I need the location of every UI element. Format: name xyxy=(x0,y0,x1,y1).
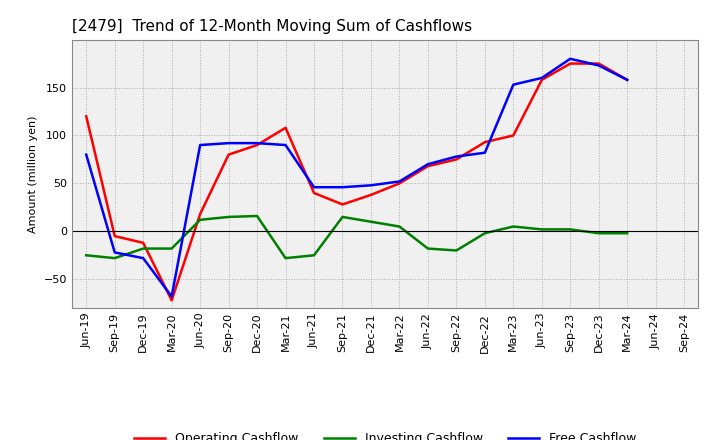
Free Cashflow xyxy=(623,77,631,82)
Free Cashflow xyxy=(253,140,261,146)
Investing Cashflow xyxy=(595,231,603,236)
Investing Cashflow xyxy=(82,253,91,258)
Operating Cashflow xyxy=(595,61,603,66)
Operating Cashflow xyxy=(423,164,432,169)
Legend: Operating Cashflow, Investing Cashflow, Free Cashflow: Operating Cashflow, Investing Cashflow, … xyxy=(129,427,642,440)
Free Cashflow xyxy=(595,63,603,68)
Investing Cashflow xyxy=(253,213,261,219)
Free Cashflow xyxy=(139,256,148,261)
Operating Cashflow xyxy=(395,181,404,186)
Investing Cashflow xyxy=(139,246,148,251)
Free Cashflow xyxy=(423,161,432,167)
Free Cashflow xyxy=(395,179,404,184)
Free Cashflow xyxy=(537,75,546,81)
Operating Cashflow xyxy=(82,114,91,119)
Operating Cashflow xyxy=(566,61,575,66)
Free Cashflow xyxy=(196,143,204,148)
Free Cashflow xyxy=(167,294,176,299)
Operating Cashflow xyxy=(282,125,290,130)
Y-axis label: Amount (million yen): Amount (million yen) xyxy=(28,115,38,233)
Investing Cashflow xyxy=(196,217,204,223)
Operating Cashflow xyxy=(452,157,461,162)
Free Cashflow xyxy=(452,154,461,159)
Free Cashflow xyxy=(366,183,375,188)
Operating Cashflow xyxy=(537,77,546,82)
Operating Cashflow xyxy=(139,240,148,246)
Free Cashflow xyxy=(225,140,233,146)
Investing Cashflow xyxy=(338,214,347,220)
Investing Cashflow xyxy=(452,248,461,253)
Investing Cashflow xyxy=(167,246,176,251)
Operating Cashflow xyxy=(509,133,518,138)
Investing Cashflow xyxy=(566,227,575,232)
Investing Cashflow xyxy=(537,227,546,232)
Investing Cashflow xyxy=(225,214,233,220)
Free Cashflow xyxy=(110,250,119,255)
Operating Cashflow xyxy=(253,143,261,148)
Investing Cashflow xyxy=(623,231,631,236)
Free Cashflow xyxy=(310,185,318,190)
Line: Free Cashflow: Free Cashflow xyxy=(86,59,627,297)
Free Cashflow xyxy=(480,150,489,155)
Line: Operating Cashflow: Operating Cashflow xyxy=(86,63,627,301)
Operating Cashflow xyxy=(196,211,204,216)
Operating Cashflow xyxy=(480,139,489,145)
Free Cashflow xyxy=(338,185,347,190)
Operating Cashflow xyxy=(366,192,375,198)
Operating Cashflow xyxy=(110,234,119,239)
Free Cashflow xyxy=(282,143,290,148)
Operating Cashflow xyxy=(623,77,631,82)
Investing Cashflow xyxy=(282,256,290,261)
Investing Cashflow xyxy=(310,253,318,258)
Investing Cashflow xyxy=(480,231,489,236)
Investing Cashflow xyxy=(423,246,432,251)
Investing Cashflow xyxy=(110,256,119,261)
Operating Cashflow xyxy=(225,152,233,157)
Free Cashflow xyxy=(566,56,575,62)
Investing Cashflow xyxy=(395,224,404,229)
Line: Investing Cashflow: Investing Cashflow xyxy=(86,216,627,258)
Free Cashflow xyxy=(509,82,518,87)
Investing Cashflow xyxy=(509,224,518,229)
Operating Cashflow xyxy=(167,298,176,303)
Investing Cashflow xyxy=(366,219,375,224)
Text: [2479]  Trend of 12-Month Moving Sum of Cashflows: [2479] Trend of 12-Month Moving Sum of C… xyxy=(72,19,472,34)
Operating Cashflow xyxy=(338,202,347,207)
Free Cashflow xyxy=(82,152,91,157)
Operating Cashflow xyxy=(310,191,318,196)
